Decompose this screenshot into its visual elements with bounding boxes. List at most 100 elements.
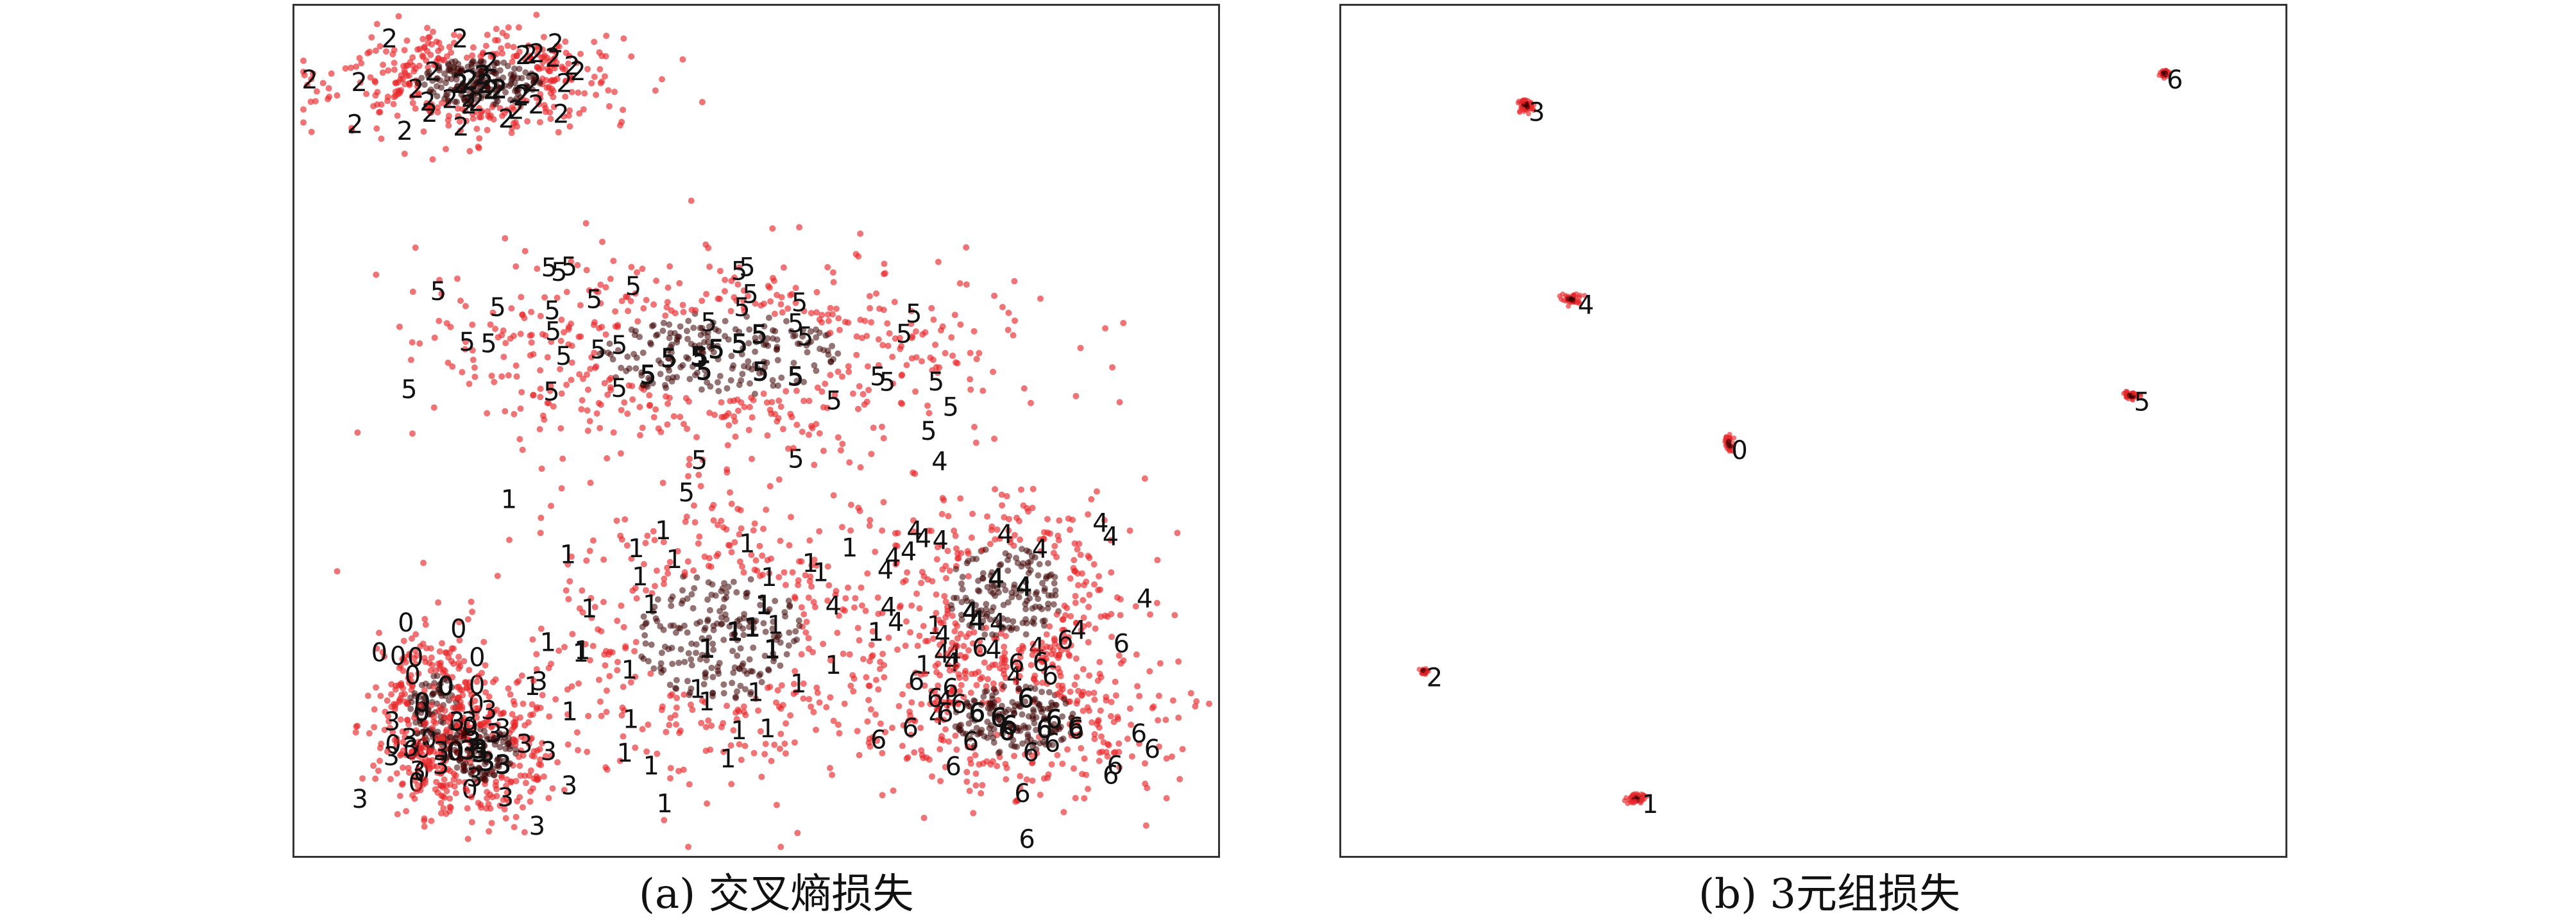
data-point bbox=[313, 88, 320, 95]
data-point bbox=[384, 94, 391, 100]
data-point bbox=[849, 672, 856, 679]
data-point bbox=[425, 765, 432, 773]
data-point bbox=[415, 90, 422, 97]
data-point bbox=[730, 669, 737, 676]
class-label-2: 2 bbox=[452, 24, 468, 54]
data-point bbox=[922, 329, 929, 336]
data-point bbox=[724, 703, 731, 709]
data-point bbox=[663, 393, 670, 400]
data-point bbox=[597, 401, 604, 408]
data-point bbox=[665, 355, 672, 362]
data-point bbox=[468, 692, 475, 699]
data-point bbox=[688, 656, 695, 663]
data-point bbox=[790, 333, 797, 340]
data-point bbox=[582, 220, 589, 227]
data-point bbox=[673, 704, 680, 711]
data-point bbox=[920, 573, 928, 580]
data-point bbox=[1107, 713, 1114, 720]
data-point bbox=[520, 700, 527, 707]
data-point bbox=[880, 271, 887, 278]
data-point bbox=[1060, 808, 1067, 815]
data-point bbox=[563, 49, 570, 56]
data-point bbox=[777, 403, 784, 410]
class-label-5: 5 bbox=[590, 335, 606, 365]
data-point bbox=[1095, 587, 1102, 594]
class-label-1: 1 bbox=[802, 549, 818, 578]
data-point bbox=[591, 38, 598, 46]
data-point bbox=[1056, 517, 1063, 524]
data-point bbox=[773, 801, 780, 808]
data-point bbox=[727, 377, 734, 384]
data-point bbox=[935, 660, 942, 667]
data-point bbox=[479, 74, 486, 81]
data-point bbox=[512, 119, 519, 126]
data-point bbox=[621, 399, 628, 406]
data-point bbox=[498, 45, 505, 52]
data-point bbox=[835, 368, 842, 375]
class-label-1: 1 bbox=[759, 714, 775, 744]
data-point bbox=[728, 500, 735, 507]
data-point bbox=[502, 408, 509, 415]
data-point bbox=[929, 578, 936, 585]
data-point bbox=[462, 339, 469, 346]
data-point bbox=[1001, 654, 1008, 661]
class-label-2: 2 bbox=[483, 76, 499, 105]
data-point bbox=[1091, 696, 1098, 703]
data-point bbox=[674, 339, 681, 346]
data-point bbox=[930, 635, 937, 642]
data-point bbox=[660, 626, 667, 633]
data-point bbox=[440, 805, 447, 812]
data-point bbox=[643, 587, 649, 594]
data-point bbox=[511, 411, 518, 417]
data-point bbox=[435, 55, 442, 62]
data-point bbox=[388, 691, 394, 698]
data-point bbox=[708, 505, 715, 512]
data-point bbox=[688, 197, 695, 205]
data-point bbox=[800, 695, 807, 702]
data-point bbox=[534, 45, 541, 52]
data-point bbox=[568, 359, 575, 366]
data-point bbox=[475, 145, 482, 151]
data-point bbox=[391, 60, 398, 67]
data-point bbox=[1134, 683, 1141, 690]
data-point bbox=[934, 544, 941, 551]
data-point bbox=[701, 626, 708, 633]
data-point bbox=[352, 729, 359, 736]
data-point bbox=[1021, 385, 1028, 392]
data-point bbox=[1037, 536, 1043, 543]
data-point bbox=[1092, 625, 1099, 632]
class-label-1: 1 bbox=[868, 618, 884, 648]
data-point bbox=[740, 363, 747, 370]
data-point bbox=[660, 539, 667, 546]
data-point bbox=[1142, 780, 1149, 787]
data-point bbox=[769, 625, 776, 632]
data-point bbox=[436, 276, 443, 283]
data-point bbox=[885, 342, 892, 349]
data-point bbox=[658, 649, 665, 657]
data-point bbox=[586, 287, 593, 294]
data-point bbox=[1726, 443, 1732, 449]
class-label-1: 1 bbox=[643, 751, 659, 781]
data-point bbox=[621, 707, 627, 714]
data-point bbox=[716, 372, 724, 380]
class-label-0: 0 bbox=[371, 639, 387, 668]
data-point bbox=[739, 563, 745, 570]
data-point bbox=[645, 658, 652, 665]
data-point bbox=[1193, 698, 1200, 705]
data-point bbox=[868, 319, 875, 326]
data-point bbox=[568, 376, 575, 383]
data-point bbox=[606, 103, 613, 110]
data-point bbox=[1022, 606, 1030, 612]
class-label-0: 0 bbox=[450, 615, 466, 644]
data-point bbox=[660, 667, 667, 674]
data-point bbox=[652, 406, 659, 413]
data-point bbox=[1085, 785, 1091, 792]
data-point bbox=[778, 682, 785, 689]
data-point bbox=[642, 540, 649, 546]
data-point bbox=[979, 574, 986, 581]
data-point bbox=[708, 564, 715, 570]
data-point bbox=[777, 730, 784, 737]
data-point bbox=[725, 422, 733, 429]
data-point bbox=[632, 365, 640, 372]
data-point bbox=[813, 562, 820, 569]
